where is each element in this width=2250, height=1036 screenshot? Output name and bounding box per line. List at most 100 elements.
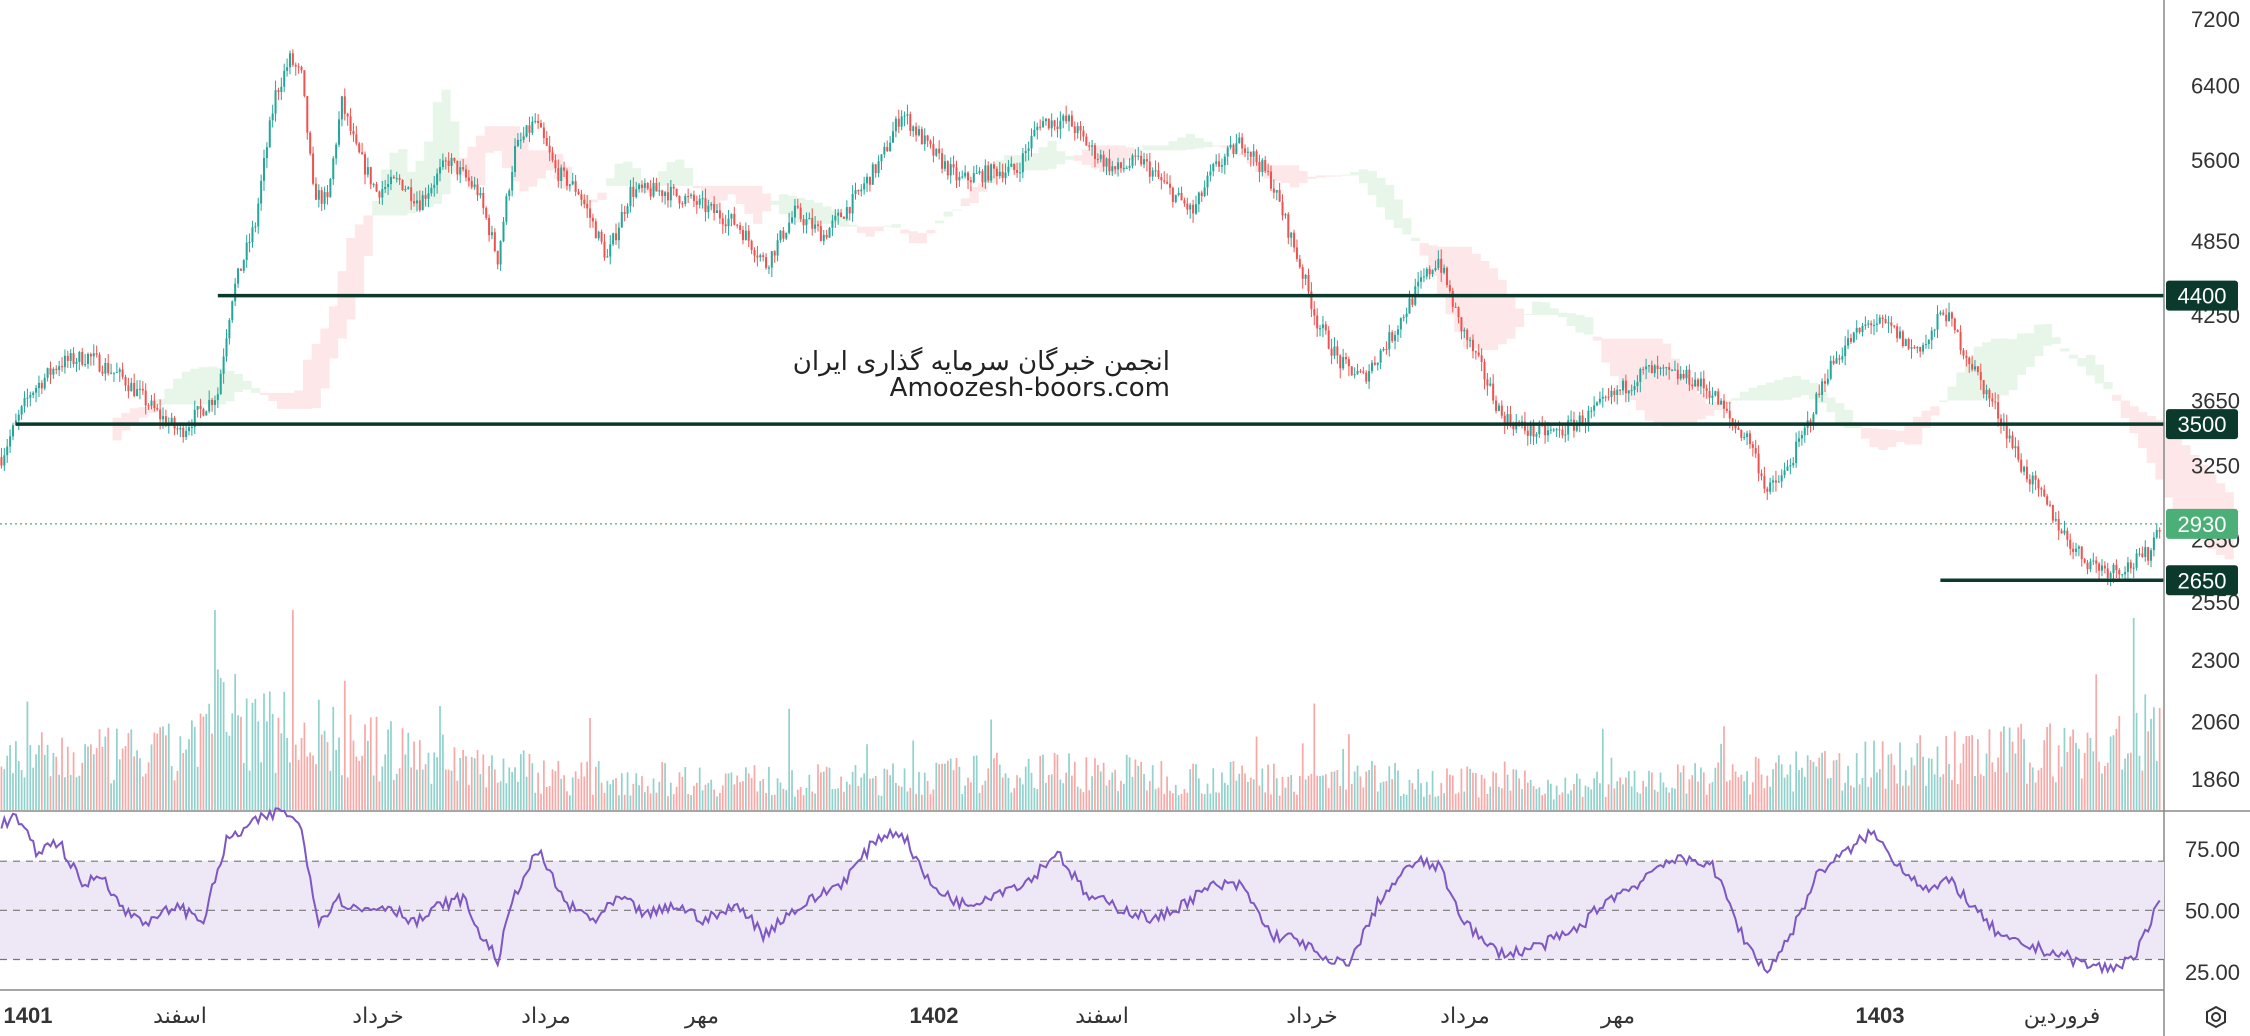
volume-bar (1368, 769, 1370, 810)
hexagon-settings-icon[interactable] (2206, 1005, 2226, 1029)
candle-body (2109, 573, 2112, 578)
volume-bar (1221, 772, 1223, 810)
cloud-segment (2172, 433, 2182, 511)
volume-bar (1766, 775, 1769, 810)
candle-body (1607, 396, 1610, 398)
volume-bar (1362, 787, 1365, 810)
support-resistance-levels (0, 293, 2164, 583)
cloud-segment (2181, 445, 2191, 523)
cloud-segment (1203, 141, 1213, 148)
volume-bar (1469, 768, 1471, 810)
cloud-segment (978, 183, 988, 192)
cloud-segment (173, 378, 183, 405)
volume-bar (935, 762, 938, 810)
candle-body (710, 203, 713, 206)
volume-bar (245, 698, 248, 810)
volume-bar (1590, 789, 1593, 810)
volume-bar (1803, 776, 1806, 810)
cloud-segment (199, 367, 209, 405)
candle-body (1728, 410, 1731, 419)
candle-body (920, 129, 923, 145)
candle-body (1705, 388, 1708, 391)
candle-body (248, 242, 251, 244)
rsi-line (0, 807, 2161, 975)
candle-body (1246, 151, 1249, 153)
volume-bar (1313, 703, 1316, 810)
cloud-segment (1843, 409, 1853, 429)
volume-bar (1544, 793, 1546, 810)
candle-body (43, 377, 46, 389)
candle-body (1304, 274, 1307, 279)
candle-body (488, 217, 491, 236)
candle-body (0, 457, 3, 466)
volume-bar (1180, 793, 1183, 810)
volume-bar (788, 708, 791, 810)
candle-body (866, 176, 869, 184)
volume-bar (727, 773, 730, 810)
volume-bar (667, 796, 669, 810)
candle-body (1945, 314, 1948, 322)
volume-bar (915, 793, 917, 810)
candle-body (294, 64, 297, 67)
volume-bar (162, 726, 164, 810)
volume-bar (488, 766, 490, 810)
price-axis[interactable]: 1860206023002550285032503650425048505600… (2166, 7, 2240, 792)
volume-bar (1575, 773, 1578, 810)
candle-body (450, 157, 453, 166)
volume-bar (675, 786, 678, 810)
volume-bar (1858, 784, 1861, 810)
candle-body (661, 190, 664, 197)
volume-bar (1359, 776, 1362, 810)
volume-bar (1371, 760, 1373, 810)
candle-body (1145, 159, 1148, 162)
time-axis[interactable]: 1401 اسفند خرداد مرداد مهر 1402 اسفند خرداد مردا… (4, 1003, 2101, 1029)
candle-body (1223, 156, 1226, 166)
candle-body (773, 251, 776, 256)
volume-bar (1910, 757, 1913, 810)
cloud-segment (354, 224, 365, 294)
cloud-segment (2051, 337, 2061, 344)
volume-bar (205, 713, 208, 810)
volume-bar (646, 786, 649, 810)
candle-body (969, 180, 972, 183)
volume-bar (1919, 735, 1922, 810)
volume-bar (1298, 775, 1301, 810)
candle-body (2138, 553, 2141, 555)
volume-bar (12, 773, 14, 810)
volume-bar (1241, 765, 1244, 810)
volume-bar (1610, 757, 1613, 810)
volume-bar (796, 789, 799, 810)
candle-body (522, 136, 525, 140)
candle-body (1402, 317, 1405, 319)
candle-body (1558, 429, 1561, 431)
volume-bar (1310, 773, 1313, 810)
volume-bar (932, 789, 935, 810)
volume-bar (185, 749, 187, 810)
volume-bar (1720, 743, 1722, 810)
cloud-segment (320, 328, 330, 389)
volume-bar (996, 752, 998, 810)
volume-bar (1365, 771, 1368, 810)
volume-bar (479, 774, 482, 810)
candle-body (1564, 434, 1567, 436)
volume-bar (2054, 782, 2057, 810)
candle-body (159, 409, 162, 420)
volume-bar (2011, 741, 2014, 810)
volume-bar (724, 773, 727, 810)
volume-bar (1172, 793, 1174, 810)
volume-bar (1922, 756, 1924, 810)
volume-bar (306, 756, 309, 810)
volume-bar (1402, 793, 1405, 810)
candle-body (441, 160, 444, 168)
volume-bar (248, 770, 251, 810)
cloud-segment (2025, 333, 2035, 367)
cloud-segment (337, 271, 347, 339)
candle-body (1174, 194, 1177, 202)
cloud-segment (666, 162, 676, 186)
last-price-badge (2166, 508, 2238, 539)
volume-bar (369, 717, 372, 810)
candle-body (1111, 166, 1114, 172)
candle-body (793, 205, 796, 218)
volume-bar (1942, 774, 1945, 810)
